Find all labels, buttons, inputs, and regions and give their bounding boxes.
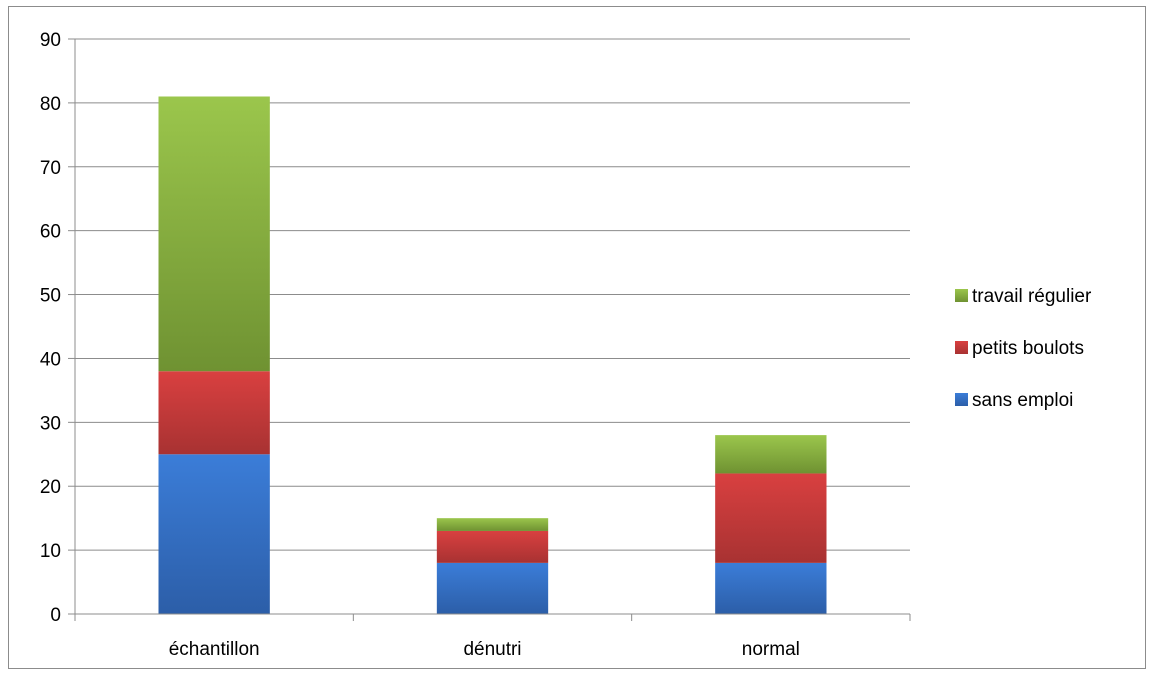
bar-segment-petits-boulots: [436, 530, 549, 563]
y-tick-label: 50: [40, 286, 61, 307]
legend-label: sans emploi: [972, 390, 1073, 411]
x-tick-label: échantillon: [169, 639, 260, 660]
legend-swatch: [955, 341, 968, 354]
y-tick-label: 40: [40, 349, 61, 370]
bar-segment-travail-régulier: [436, 518, 549, 531]
x-tick-labels: échantillon dénutri normal: [169, 639, 800, 660]
y-tick-label: 0: [50, 605, 61, 626]
bar-segment-travail-régulier: [715, 435, 827, 474]
y-tick-label: 90: [40, 30, 61, 51]
axes: [68, 38, 911, 621]
y-tick-label: 80: [40, 94, 61, 115]
y-tick-label: 30: [40, 413, 61, 434]
y-tick-label: 60: [40, 222, 61, 243]
x-tick-label: normal: [742, 639, 800, 660]
y-tick-labels: 0 10 20 30 40 50 60 70 80 90: [40, 30, 61, 626]
legend-swatch: [955, 289, 968, 302]
x-tick-label: dénutri: [463, 639, 521, 660]
legend: travail régulier petits boulots sans emplo…: [955, 286, 1092, 411]
bar-segment-travail-régulier: [158, 96, 270, 372]
legend-label: travail régulier: [972, 286, 1092, 307]
legend-swatch: [955, 393, 968, 406]
bar-segment-sans-emploi: [436, 562, 549, 614]
y-tick-label: 70: [40, 158, 61, 179]
y-tick-label: 10: [40, 541, 61, 562]
bar-segment-sans-emploi: [715, 562, 827, 614]
y-tick-label: 20: [40, 477, 61, 498]
bar-segment-sans-emploi: [158, 454, 270, 614]
bar-segment-petits-boulots: [158, 371, 270, 455]
bars: [158, 96, 827, 614]
bar-segment-petits-boulots: [715, 473, 827, 563]
legend-label: petits boulots: [972, 338, 1084, 359]
